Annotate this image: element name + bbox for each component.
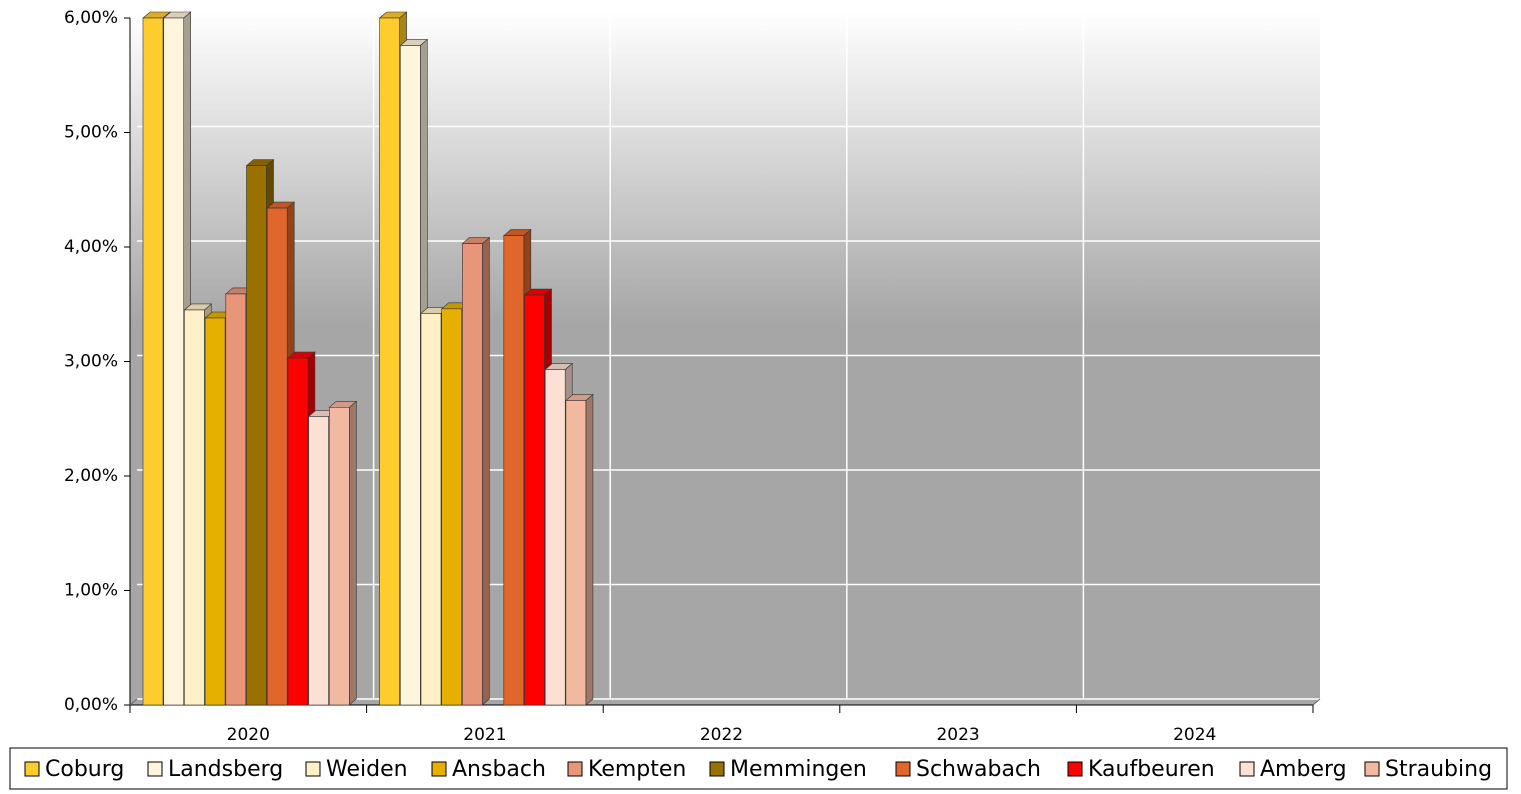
- y-tick-label: 2,00%: [64, 466, 118, 486]
- bar: [184, 309, 205, 706]
- y-tick-label: 6,00%: [64, 8, 118, 28]
- x-tick-label: 2024: [1173, 725, 1216, 745]
- bar: [420, 313, 442, 706]
- bar: [503, 235, 525, 706]
- legend-swatch: [147, 761, 163, 777]
- bar: [565, 400, 587, 706]
- bar: [246, 165, 267, 706]
- y-tick-label: 5,00%: [64, 123, 118, 143]
- legend-swatch: [1067, 761, 1083, 777]
- bar: [544, 369, 566, 706]
- legend-label: Weiden: [326, 757, 408, 782]
- x-tick-label: 2021: [463, 725, 506, 745]
- y-tick-label: 1,00%: [64, 581, 118, 601]
- bar: [379, 17, 400, 706]
- legend-swatch: [895, 761, 911, 777]
- bar: [462, 243, 483, 706]
- legend-label: Landsberg: [168, 757, 283, 782]
- bar: [287, 357, 309, 706]
- bar: [225, 293, 247, 706]
- legend-box: [9, 747, 1508, 790]
- bar: [266, 207, 288, 706]
- legend-label: Kaufbeuren: [1088, 757, 1215, 782]
- bar-side: [482, 236, 490, 706]
- y-tick-label: 0,00%: [64, 695, 118, 715]
- legend-label: Memmingen: [730, 757, 867, 782]
- bar: [328, 406, 350, 706]
- x-tick-label: 2020: [227, 725, 270, 745]
- y-tick-label: 3,00%: [64, 352, 118, 372]
- y-tick-label: 4,00%: [64, 237, 118, 257]
- bar-side: [585, 393, 594, 706]
- legend-label: Ansbach: [452, 757, 546, 782]
- bar: [399, 45, 421, 706]
- x-tick-label: 2022: [700, 725, 743, 745]
- legend-swatch: [1364, 761, 1380, 777]
- bar: [524, 294, 545, 706]
- legend-label: Straubing: [1385, 757, 1492, 782]
- legend-label: Schwabach: [916, 757, 1041, 782]
- floor-edge: [1312, 698, 1321, 706]
- bar: [308, 416, 329, 706]
- legend-swatch: [431, 761, 447, 777]
- legend-swatch: [1239, 761, 1255, 777]
- legend-swatch: [709, 761, 725, 777]
- bar: [142, 17, 164, 706]
- legend-label: Kempten: [588, 757, 686, 782]
- bar: [441, 308, 463, 706]
- legend-label: Coburg: [45, 757, 124, 782]
- bar: [204, 317, 226, 706]
- legend-swatch: [24, 761, 40, 777]
- floor-edge: [129, 698, 138, 706]
- legend-swatch: [567, 761, 583, 777]
- x-tick-label: 2023: [936, 725, 979, 745]
- bar-side: [348, 400, 357, 706]
- legend-label: Amberg: [1260, 757, 1347, 782]
- legend-swatch: [305, 761, 321, 777]
- bar: [163, 17, 184, 706]
